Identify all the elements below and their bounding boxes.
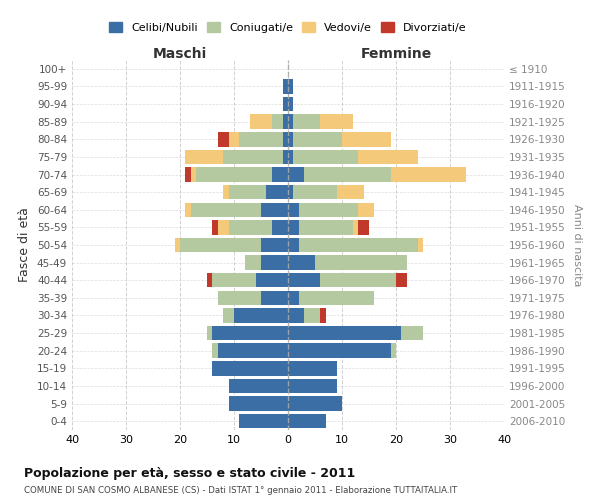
Bar (304, 308, 320, 322)
Bar (261, 256, 288, 270)
Bar (283, 132, 288, 146)
Bar (342, 132, 391, 146)
Bar (229, 132, 239, 146)
Bar (391, 168, 466, 181)
Bar (229, 378, 288, 393)
Bar (320, 273, 396, 287)
Bar (396, 273, 407, 287)
Bar (207, 326, 212, 340)
Bar (185, 168, 191, 181)
Bar (185, 202, 191, 217)
Bar (272, 220, 288, 234)
Bar (288, 150, 293, 164)
Bar (288, 361, 337, 376)
Bar (288, 185, 293, 200)
Bar (250, 114, 272, 129)
Bar (288, 290, 299, 305)
Bar (358, 202, 374, 217)
Bar (337, 185, 364, 200)
Bar (234, 308, 288, 322)
Bar (288, 238, 299, 252)
Bar (283, 114, 288, 129)
Bar (196, 168, 272, 181)
Bar (175, 238, 180, 252)
Bar (229, 396, 288, 411)
Bar (320, 308, 326, 322)
Bar (218, 132, 229, 146)
Bar (212, 273, 256, 287)
Bar (288, 220, 299, 234)
Bar (223, 308, 234, 322)
Text: COMUNE DI SAN COSMO ALBANESE (CS) - Dati ISTAT 1° gennaio 2011 - Elaborazione TU: COMUNE DI SAN COSMO ALBANESE (CS) - Dati… (24, 486, 457, 495)
Bar (191, 202, 261, 217)
Bar (261, 290, 288, 305)
Bar (320, 114, 353, 129)
Bar (293, 132, 342, 146)
Bar (288, 273, 320, 287)
Text: Popolazione per età, sesso e stato civile - 2011: Popolazione per età, sesso e stato civil… (24, 468, 355, 480)
Y-axis label: Anni di nascita: Anni di nascita (572, 204, 582, 286)
Bar (185, 150, 223, 164)
Y-axis label: Fasce di età: Fasce di età (19, 208, 31, 282)
Bar (288, 168, 304, 181)
Bar (223, 150, 283, 164)
Bar (293, 185, 337, 200)
Bar (239, 132, 283, 146)
Bar (299, 290, 374, 305)
Bar (218, 290, 261, 305)
Bar (288, 97, 293, 112)
Bar (207, 273, 212, 287)
Bar (418, 238, 423, 252)
Bar (299, 220, 353, 234)
Bar (212, 344, 218, 358)
Bar (283, 79, 288, 94)
Bar (299, 238, 418, 252)
Bar (288, 114, 293, 129)
Bar (245, 256, 261, 270)
Bar (223, 185, 229, 200)
Bar (288, 132, 293, 146)
Bar (180, 238, 261, 252)
Text: Maschi: Maschi (153, 47, 207, 61)
Bar (218, 344, 288, 358)
Bar (288, 202, 299, 217)
Bar (293, 150, 358, 164)
Bar (272, 114, 283, 129)
Bar (288, 326, 401, 340)
Bar (288, 344, 391, 358)
Bar (391, 344, 396, 358)
Bar (212, 326, 288, 340)
Text: Femmine: Femmine (361, 47, 431, 61)
Bar (288, 414, 326, 428)
Bar (218, 220, 229, 234)
Bar (315, 256, 407, 270)
Bar (266, 185, 288, 200)
Bar (401, 326, 423, 340)
Bar (256, 273, 288, 287)
Bar (288, 378, 337, 393)
Bar (299, 202, 358, 217)
Bar (288, 308, 304, 322)
Bar (288, 256, 315, 270)
Bar (283, 150, 288, 164)
Bar (229, 185, 266, 200)
Bar (288, 396, 342, 411)
Bar (358, 220, 369, 234)
Bar (229, 220, 272, 234)
Bar (283, 97, 288, 112)
Bar (261, 238, 288, 252)
Bar (304, 168, 391, 181)
Bar (293, 114, 320, 129)
Bar (353, 220, 358, 234)
Bar (288, 79, 293, 94)
Bar (212, 361, 288, 376)
Bar (261, 202, 288, 217)
Bar (272, 168, 288, 181)
Bar (212, 220, 218, 234)
Bar (358, 150, 418, 164)
Bar (239, 414, 288, 428)
Legend: Celibi/Nubili, Coniugati/e, Vedovi/e, Divorziati/e: Celibi/Nubili, Coniugati/e, Vedovi/e, Di… (105, 18, 471, 37)
Bar (191, 168, 196, 181)
